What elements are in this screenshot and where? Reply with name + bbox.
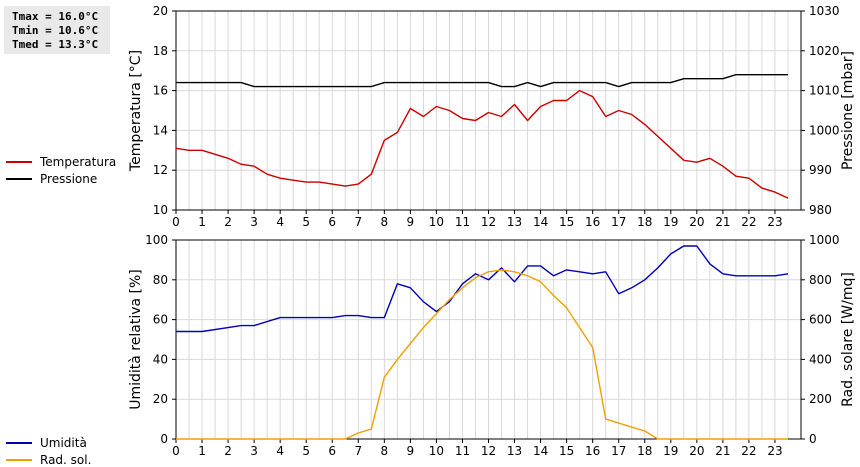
legend-label-pressione: Pressione bbox=[40, 172, 98, 186]
x-tick-label: 7 bbox=[354, 444, 362, 458]
x-tick-label: 5 bbox=[302, 215, 310, 229]
x-tick-label: 4 bbox=[276, 215, 284, 229]
x-tick-label: 0 bbox=[172, 444, 180, 458]
y2-axis-label: Rad. solare [W/mq] bbox=[840, 272, 856, 407]
legend-swatch-umidita bbox=[6, 442, 32, 444]
chart-panel-bottom: 0 1 2 3 4 5 6 7 8 9 10 11 12 13 14 15 16 17 18 19 20 21 22 2302… bbox=[128, 233, 856, 458]
y-tick-label: 60 bbox=[153, 313, 168, 327]
series-line-pressione bbox=[176, 73, 788, 88]
x-tick-label: 0 bbox=[172, 215, 180, 229]
y2-tick-label: 1010 bbox=[809, 84, 840, 98]
y-tick-label: 18 bbox=[153, 44, 168, 58]
y-tick-label: 16 bbox=[153, 84, 168, 98]
y-tick-label: 10 bbox=[153, 203, 168, 217]
y-tick-label: 0 bbox=[160, 432, 168, 446]
x-tick-label: 13 bbox=[507, 444, 522, 458]
x-tick-label: 3 bbox=[250, 444, 258, 458]
y2-tick-label: 990 bbox=[809, 163, 832, 177]
y2-tick-label: 980 bbox=[809, 203, 832, 217]
x-tick-label: 10 bbox=[429, 444, 444, 458]
y-tick-label: 80 bbox=[153, 273, 168, 287]
x-tick-label: 12 bbox=[481, 215, 496, 229]
x-tick-label: 16 bbox=[585, 215, 600, 229]
y2-tick-label: 1030 bbox=[809, 4, 840, 18]
x-tick-label: 18 bbox=[637, 215, 652, 229]
y2-tick-label: 1000 bbox=[809, 123, 840, 137]
x-tick-label: 14 bbox=[533, 215, 548, 229]
x-tick-label: 1 bbox=[198, 444, 206, 458]
tmed-stat: Tmed = 13.3°C bbox=[12, 38, 99, 51]
x-tick-label: 7 bbox=[354, 215, 362, 229]
y-tick-label: 20 bbox=[153, 4, 168, 18]
y-tick-label: 20 bbox=[153, 392, 168, 406]
y-tick-label: 12 bbox=[153, 163, 168, 177]
series-line-rad-sol bbox=[176, 269, 788, 440]
x-tick-label: 17 bbox=[611, 215, 626, 229]
x-tick-label: 15 bbox=[559, 444, 574, 458]
y2-axis-label: Pressione [mbar] bbox=[840, 51, 856, 170]
x-tick-label: 11 bbox=[455, 215, 470, 229]
x-tick-label: 6 bbox=[328, 444, 336, 458]
x-tick-label: 23 bbox=[767, 444, 782, 458]
tmin-stat: Tmin = 10.6°C bbox=[12, 24, 99, 37]
x-tick-label: 2 bbox=[224, 444, 232, 458]
x-tick-label: 15 bbox=[559, 215, 574, 229]
x-tick-label: 18 bbox=[637, 444, 652, 458]
x-tick-label: 10 bbox=[429, 215, 444, 229]
y2-tick-label: 0 bbox=[809, 432, 817, 446]
y2-tick-label: 400 bbox=[809, 352, 832, 366]
y2-tick-label: 1000 bbox=[809, 233, 840, 247]
x-tick-label: 12 bbox=[481, 444, 496, 458]
legend-label-temperatura: Temperatura bbox=[40, 155, 117, 169]
x-tick-label: 8 bbox=[381, 444, 389, 458]
x-tick-label: 8 bbox=[381, 215, 389, 229]
x-tick-label: 4 bbox=[276, 444, 284, 458]
x-tick-label: 13 bbox=[507, 215, 522, 229]
tmax-stat: Tmax = 16.0°C bbox=[12, 10, 99, 23]
stats-box: Tmax = 16.0°C Tmin = 10.6°C Tmed = 13.3°… bbox=[4, 6, 110, 54]
x-tick-label: 16 bbox=[585, 444, 600, 458]
y2-tick-label: 800 bbox=[809, 273, 832, 287]
series-line-umidit bbox=[176, 245, 789, 333]
x-tick-label: 21 bbox=[715, 215, 730, 229]
x-tick-label: 17 bbox=[611, 444, 626, 458]
x-tick-label: 11 bbox=[455, 444, 470, 458]
x-tick-label: 21 bbox=[715, 444, 730, 458]
x-tick-label: 19 bbox=[663, 444, 678, 458]
x-tick-label: 3 bbox=[250, 215, 258, 229]
x-tick-label: 22 bbox=[741, 215, 756, 229]
y-axis-label: Temperatura [°C] bbox=[128, 50, 144, 172]
x-tick-label: 23 bbox=[767, 215, 782, 229]
y2-tick-label: 600 bbox=[809, 313, 832, 327]
x-tick-label: 6 bbox=[328, 215, 336, 229]
x-tick-label: 1 bbox=[198, 215, 206, 229]
legend-swatch-temperatura bbox=[6, 161, 32, 163]
y-tick-label: 100 bbox=[145, 233, 168, 247]
legend-swatch-pressione bbox=[6, 178, 32, 180]
y2-tick-label: 200 bbox=[809, 392, 832, 406]
legend-label-umidita: Umidità bbox=[40, 436, 87, 450]
x-tick-label: 9 bbox=[407, 444, 415, 458]
y-tick-label: 14 bbox=[153, 123, 168, 137]
y2-tick-label: 1020 bbox=[809, 44, 840, 58]
y-tick-label: 40 bbox=[153, 352, 168, 366]
chart-panel-top: 0 1 2 3 4 5 6 7 8 9 10 11 12 13 14 15 16 17 18 19 20 21 22 2310… bbox=[128, 4, 856, 229]
x-tick-label: 20 bbox=[689, 444, 704, 458]
y-axis-label: Umidità relativa [%] bbox=[128, 269, 144, 410]
x-tick-label: 20 bbox=[689, 215, 704, 229]
series-line-temperatura bbox=[175, 89, 789, 199]
x-tick-label: 9 bbox=[407, 215, 415, 229]
x-tick-label: 22 bbox=[741, 444, 756, 458]
x-tick-label: 5 bbox=[302, 444, 310, 458]
x-tick-label: 19 bbox=[663, 215, 678, 229]
x-tick-label: 14 bbox=[533, 444, 548, 458]
x-tick-label: 2 bbox=[224, 215, 232, 229]
